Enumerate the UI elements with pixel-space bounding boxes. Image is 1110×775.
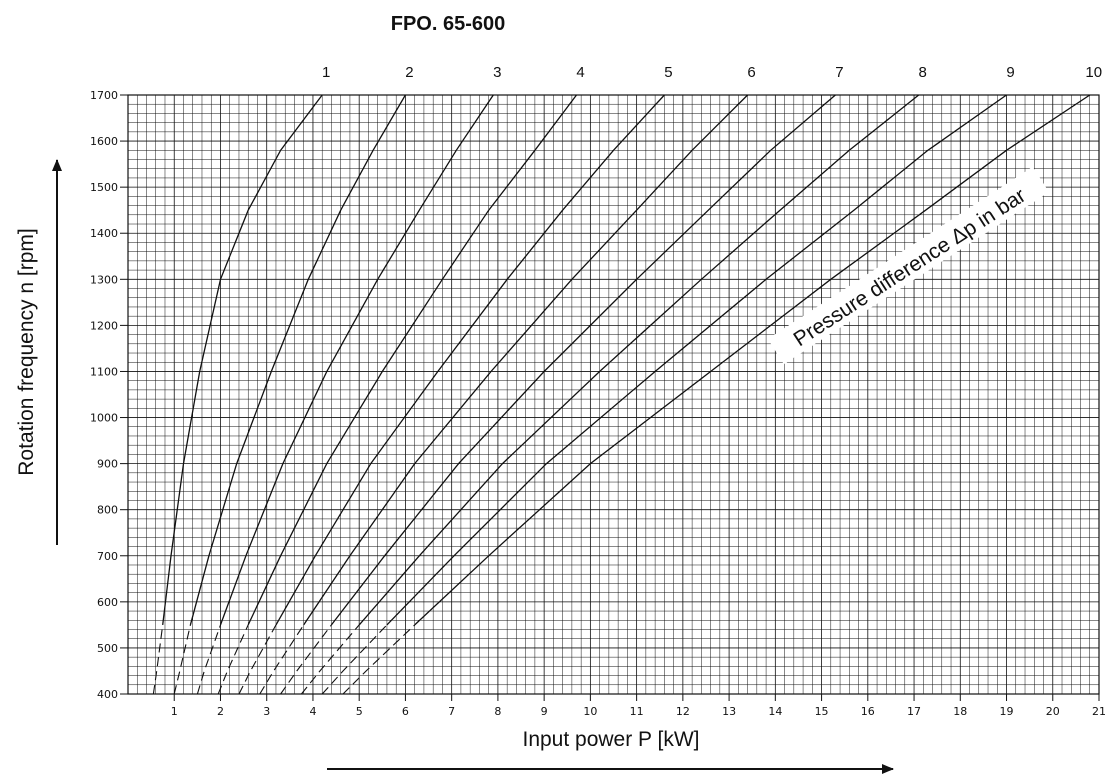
x-tick-label: 16 <box>861 705 875 718</box>
x-tick-label: 20 <box>1046 705 1060 718</box>
y-tick-label: 500 <box>97 642 118 655</box>
y-tick-label: 900 <box>97 458 118 471</box>
curve <box>414 94 1091 626</box>
x-tick-label: 10 <box>583 705 597 718</box>
curve-label: 2 <box>405 64 413 81</box>
axis-ticks: 4005006007008009001000110012001300140015… <box>90 89 1106 718</box>
curve <box>247 94 578 626</box>
x-tick-label: 21 <box>1092 705 1106 718</box>
curve-dashed <box>196 624 222 695</box>
x-tick-label: 11 <box>630 705 644 718</box>
curve-dashed <box>300 624 360 695</box>
curve-label: 4 <box>576 64 584 81</box>
y-tick-label: 1400 <box>90 227 118 240</box>
x-tick-label: 17 <box>907 705 921 718</box>
grid <box>127 94 1100 695</box>
y-tick-label: 1000 <box>90 412 118 425</box>
x-tick-label: 13 <box>722 705 736 718</box>
curve-dashed <box>280 624 332 695</box>
curve-label: 10 <box>1085 64 1102 81</box>
y-tick-label: 800 <box>97 504 118 517</box>
curves <box>152 94 1091 695</box>
x-tick-label: 18 <box>953 705 967 718</box>
y-tick-label: 1200 <box>90 319 118 332</box>
curve <box>275 94 665 626</box>
y-tick-label: 1100 <box>90 365 118 378</box>
curve-label: 7 <box>835 64 843 81</box>
x-tick-label: 15 <box>815 705 829 718</box>
curve-label: 6 <box>747 64 755 81</box>
y-tick-label: 1700 <box>90 89 118 102</box>
chart-title: FPO. 65-600 <box>391 13 506 35</box>
x-axis-label: Input power P [kW] <box>522 728 699 751</box>
plot-frame <box>127 94 1100 695</box>
curve <box>358 94 920 626</box>
x-tick-label: 3 <box>263 705 270 718</box>
y-tick-label: 600 <box>97 596 118 609</box>
y-tick-label: 400 <box>97 688 118 701</box>
annotation-text: Pressure difference Δp in bar <box>790 184 1030 351</box>
curve <box>303 94 749 626</box>
curve <box>386 94 1007 626</box>
y-tick-label: 1300 <box>90 273 118 286</box>
curve-labels: 1 2 3 4 5 6 7 8 9 10 <box>322 64 1102 81</box>
x-tick-label: 4 <box>309 705 316 718</box>
x-tick-label: 2 <box>217 705 224 718</box>
curve-label: 8 <box>918 64 926 81</box>
curve <box>189 94 406 626</box>
y-tick-label: 1600 <box>90 135 118 148</box>
curve-label: 3 <box>493 64 501 81</box>
x-tick-label: 5 <box>356 705 363 718</box>
curve-dashed <box>173 624 191 695</box>
y-tick-label: 700 <box>97 550 118 563</box>
curve <box>162 94 323 625</box>
x-tick-label: 8 <box>494 705 501 718</box>
x-tick-label: 6 <box>402 705 409 718</box>
curve-dashed <box>152 624 164 695</box>
annotation-background <box>767 166 1050 365</box>
x-tick-label: 14 <box>768 705 782 718</box>
curve <box>330 94 836 626</box>
curve-dashed <box>238 624 277 695</box>
curve-dashed <box>217 624 249 695</box>
curve-label: 9 <box>1006 64 1014 81</box>
x-tick-label: 12 <box>676 705 690 718</box>
x-tick-label: 7 <box>448 705 455 718</box>
curve-dashed <box>342 624 416 695</box>
y-tick-label: 1500 <box>90 181 118 194</box>
x-tick-label: 19 <box>1000 705 1014 718</box>
y-axis-label: Rotation frequency n [rpm] <box>15 228 38 475</box>
curve-dashed <box>321 624 388 695</box>
x-tick-label: 1 <box>171 705 178 718</box>
x-tick-label: 9 <box>541 705 548 718</box>
curve-dashed <box>259 624 305 695</box>
curve-label: 5 <box>664 64 672 81</box>
curve-label: 1 <box>322 64 330 81</box>
curve <box>219 94 494 626</box>
